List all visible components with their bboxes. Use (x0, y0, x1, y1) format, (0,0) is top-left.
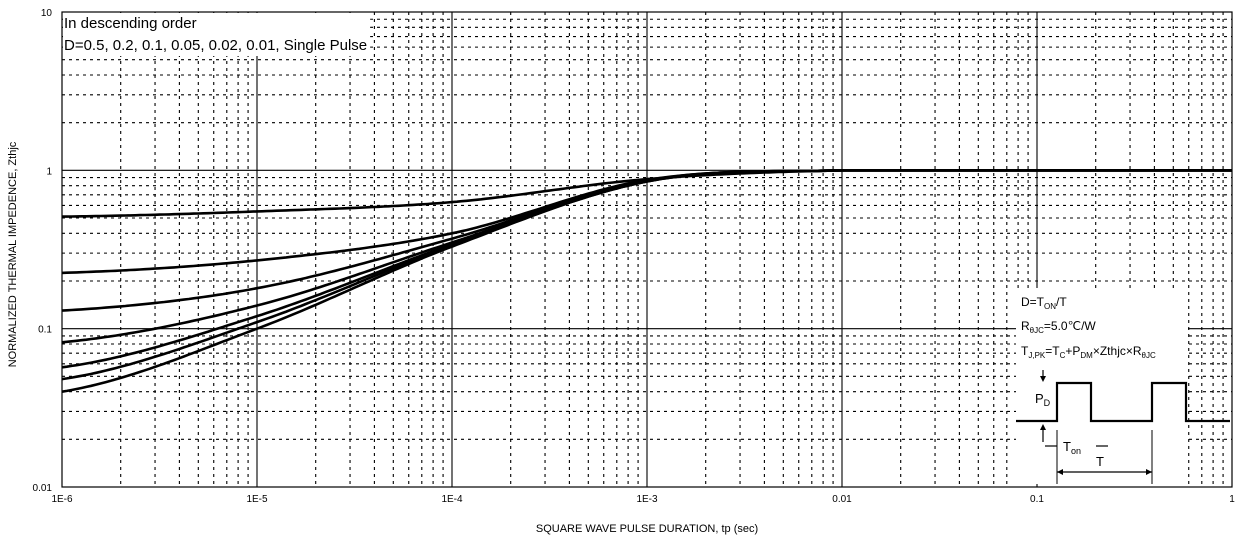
x-axis-label: SQUARE WAVE PULSE DURATION, tp (sec) (536, 523, 758, 535)
x-tick-label: 0.01 (832, 494, 852, 505)
duty-cycle-inset: D=TON/T RθJC=5.0℃/W TJ,PK=TC+PDM×Zthjc×R… (1016, 288, 1230, 484)
ton-label: Ton (1063, 439, 1081, 456)
y-tick-label: 0.01 (33, 483, 53, 494)
y-tick-label: 1 (46, 166, 52, 177)
pd-arrowhead-bottom (1040, 424, 1046, 430)
inset-line-tj: TJ,PK=TC+PDM×Zthjc×RθJC (1021, 344, 1156, 360)
y-tick-label: 10 (41, 8, 53, 19)
plot-frame (61, 11, 1233, 488)
period-label: T (1096, 454, 1104, 469)
x-tick-label: 1E-5 (246, 494, 268, 505)
x-tick-label: 1E-3 (636, 494, 658, 505)
pd-label: PD (1035, 391, 1051, 408)
x-tick-label: 1 (1229, 494, 1235, 505)
series-layer (61, 169, 1232, 393)
inset-line-d: D=TON/T (1021, 295, 1067, 311)
tick-labels: 1E-6 1E-5 1E-4 1E-3 0.01 0.1 1 10 1 0.1 0.01 (33, 8, 1236, 505)
y-tick-label: 0.1 (38, 325, 52, 336)
x-tick-label: 1E-6 (51, 494, 73, 505)
x-tick-label: 0.1 (1030, 494, 1044, 505)
annotation: In descending order D=0.5, 0.2, 0.1, 0.0… (63, 13, 371, 56)
y-axis-label: NORMALIZED THERMAL IMPEDENCE, Zthjc (7, 141, 19, 367)
inset-line-r: RθJC=5.0℃/W (1021, 319, 1096, 335)
pulse-waveform (1016, 381, 1230, 423)
x-tick-label: 1E-4 (441, 494, 463, 505)
annotation-line-2: D=0.5, 0.2, 0.1, 0.05, 0.02, 0.01, Singl… (64, 37, 367, 54)
pd-arrowhead-top (1040, 376, 1046, 382)
series-line (61, 169, 1232, 393)
annotation-line-1: In descending order (64, 15, 197, 32)
